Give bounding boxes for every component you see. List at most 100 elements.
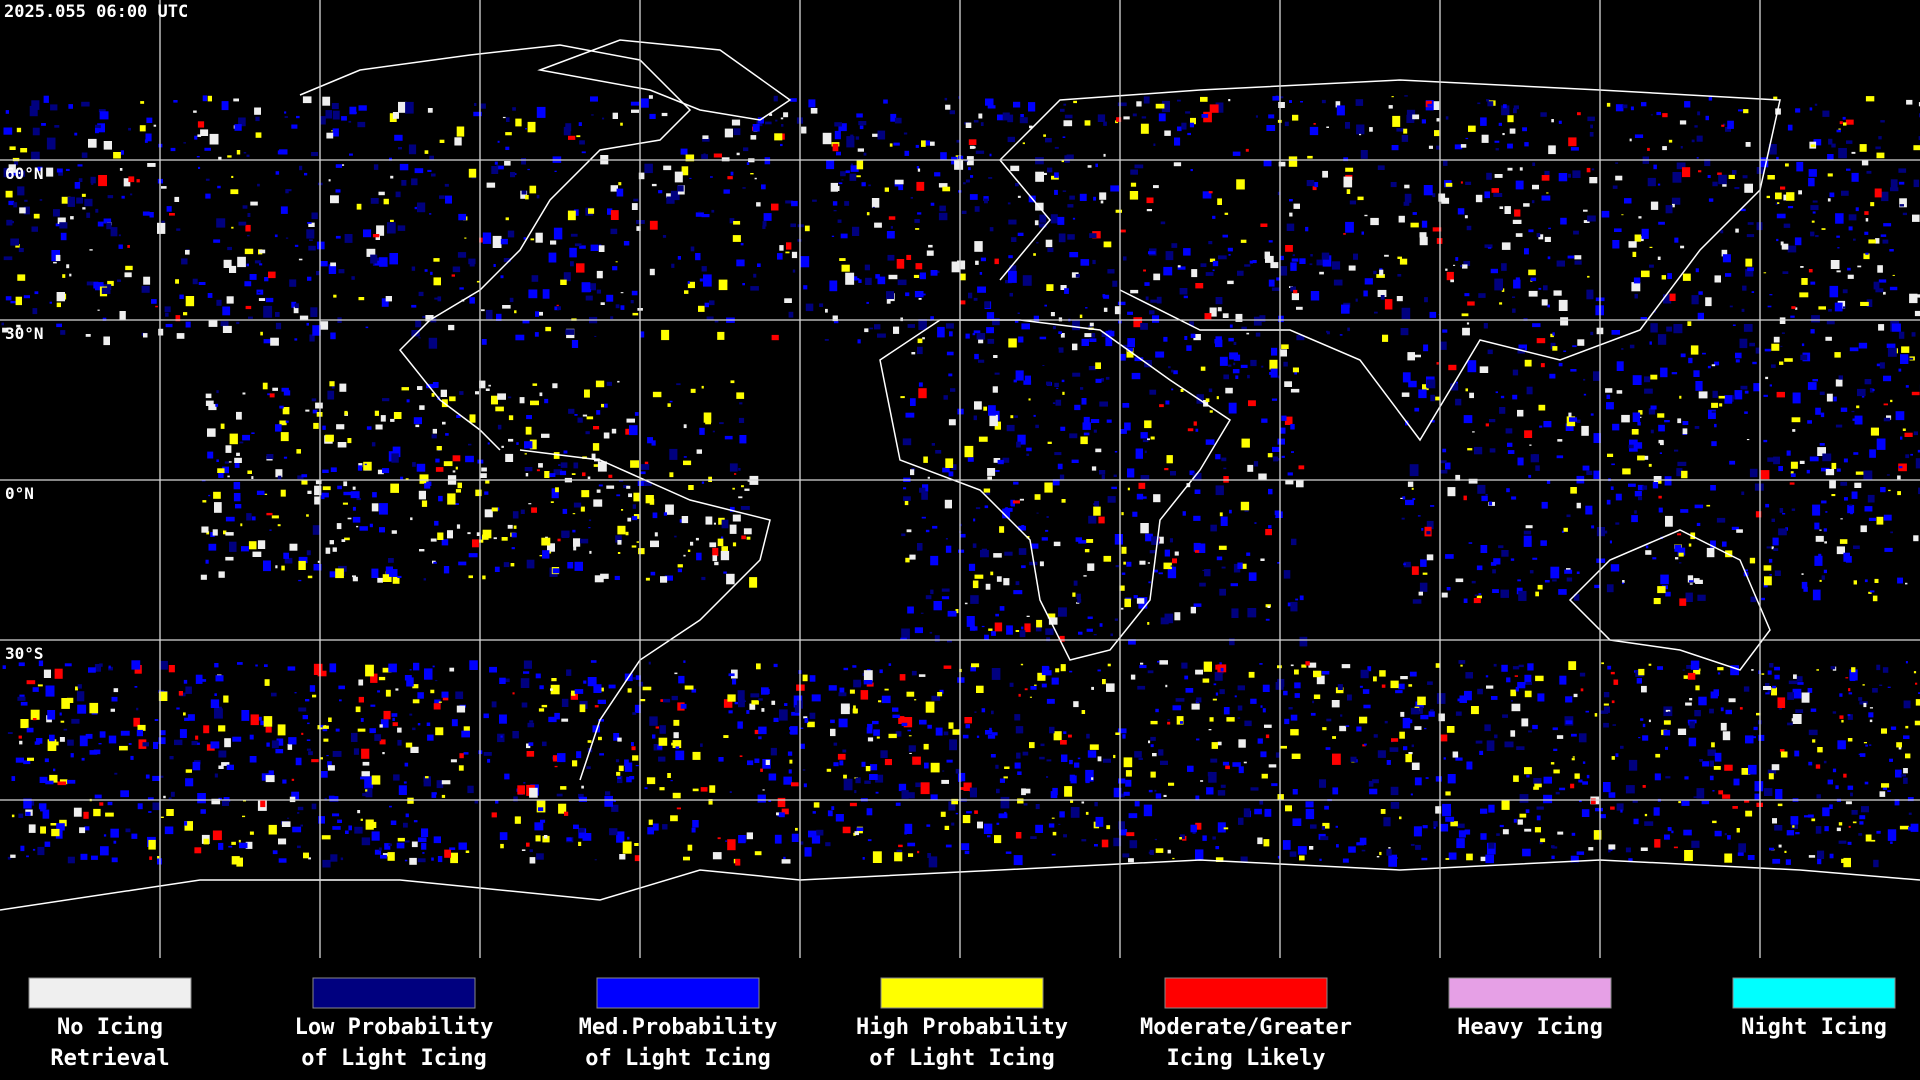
icing-pixel: [696, 552, 702, 561]
icing-pixel: [1872, 688, 1878, 693]
icing-pixel: [496, 165, 504, 170]
icing-pixel: [587, 677, 597, 687]
coastline: [1568, 529, 1771, 671]
icing-pixel: [552, 755, 558, 762]
icing-pixel: [314, 485, 322, 496]
icing-pixel: [387, 852, 395, 861]
icing-pixel: [1069, 433, 1078, 439]
icing-pixel: [1608, 849, 1611, 853]
icing-pixel: [1021, 788, 1026, 796]
icing-pixel: [1438, 314, 1441, 316]
icing-pixel: [1524, 142, 1529, 147]
icing-pixel: [1794, 237, 1802, 246]
icing-pixel: [218, 725, 226, 732]
icing-pixel: [1089, 744, 1099, 750]
icing-pixel: [1847, 714, 1853, 720]
coastline: [299, 44, 692, 451]
icing-pixel: [855, 136, 860, 140]
icing-pixel: [540, 819, 546, 823]
icing-pixel: [1577, 339, 1585, 346]
icing-pixel: [1051, 817, 1055, 819]
icing-pixel: [32, 848, 36, 851]
icing-pixel: [512, 731, 519, 739]
icing-pixel: [978, 436, 988, 442]
icing-pixel: [157, 856, 160, 859]
icing-pixel: [1017, 434, 1026, 445]
icing-pixel: [195, 735, 199, 740]
icing-pixel: [1195, 283, 1204, 289]
icing-pixel: [1867, 494, 1875, 503]
icing-pixel: [523, 660, 532, 669]
icing-pixel: [712, 555, 718, 562]
icing-pixel: [176, 707, 180, 710]
icing-pixel: [1319, 779, 1326, 788]
icing-pixel: [1778, 528, 1787, 536]
icing-pixel: [131, 660, 141, 670]
timestamp: 2025.055 06:00 UTC: [4, 2, 188, 22]
icing-pixel: [1046, 637, 1051, 642]
icing-pixel: [1606, 394, 1611, 399]
icing-pixel: [1865, 96, 1875, 102]
icing-pixel: [1073, 100, 1077, 104]
icing-pixel: [1786, 830, 1795, 836]
icing-pixel: [445, 195, 452, 204]
icing-pixel: [1160, 221, 1166, 225]
icing-pixel: [1262, 708, 1266, 713]
icing-pixel: [1864, 506, 1873, 512]
icing-pixel: [981, 625, 985, 628]
icing-pixel: [1080, 387, 1084, 390]
icing-pixel: [1809, 456, 1819, 462]
icing-pixel: [1247, 374, 1250, 379]
icing-pixel: [704, 302, 709, 308]
icing-pixel: [749, 577, 758, 588]
icing-pixel: [476, 280, 481, 283]
icing-pixel: [1408, 380, 1417, 388]
icing-pixel: [1628, 483, 1636, 487]
icing-pixel: [1021, 323, 1030, 330]
icing-pixel: [1187, 132, 1191, 136]
icing-pixel: [1292, 818, 1302, 826]
icing-pixel: [1224, 212, 1229, 215]
icing-pixel: [738, 417, 745, 423]
icing-pixel: [1129, 191, 1139, 200]
icing-pixel: [1347, 327, 1350, 332]
icing-pixel: [1778, 844, 1782, 848]
icing-pixel: [142, 211, 150, 216]
icing-pixel: [485, 309, 493, 320]
icing-pixel: [1278, 375, 1281, 379]
icing-pixel: [1499, 302, 1503, 305]
icing-pixel: [161, 186, 167, 189]
icing-pixel: [554, 712, 560, 720]
icing-pixel: [1851, 810, 1858, 815]
icing-pixel: [1895, 411, 1905, 421]
icing-pixel: [1181, 662, 1188, 669]
icing-pixel: [650, 571, 656, 576]
icing-pixel: [296, 115, 300, 119]
icing-pixel: [73, 807, 82, 817]
icing-pixel: [523, 782, 526, 784]
icing-pixel: [797, 224, 804, 228]
icing-pixel: [1667, 273, 1672, 279]
icing-pixel: [828, 685, 837, 691]
icing-pixel: [1343, 176, 1353, 188]
icing-pixel: [1638, 496, 1643, 501]
icing-pixel: [1442, 329, 1448, 333]
icing-pixel: [900, 396, 905, 399]
icing-pixel: [1701, 800, 1710, 805]
icing-pixel: [712, 547, 719, 557]
icing-pixel: [413, 820, 418, 823]
icing-pixel: [251, 476, 254, 479]
icing-pixel: [626, 776, 632, 783]
icing-pixel: [1081, 839, 1087, 842]
icing-pixel: [507, 230, 515, 238]
icing-pixel: [1319, 271, 1324, 275]
icing-pixel: [761, 184, 766, 190]
icing-pixel: [370, 198, 379, 204]
icing-pixel: [736, 152, 740, 156]
icing-pixel: [550, 240, 557, 245]
icing-pixel: [1814, 555, 1823, 566]
icing-pixel: [1300, 101, 1303, 103]
icing-pixel: [991, 732, 998, 736]
icing-pixel: [1589, 132, 1594, 137]
icing-pixel: [1463, 415, 1473, 424]
